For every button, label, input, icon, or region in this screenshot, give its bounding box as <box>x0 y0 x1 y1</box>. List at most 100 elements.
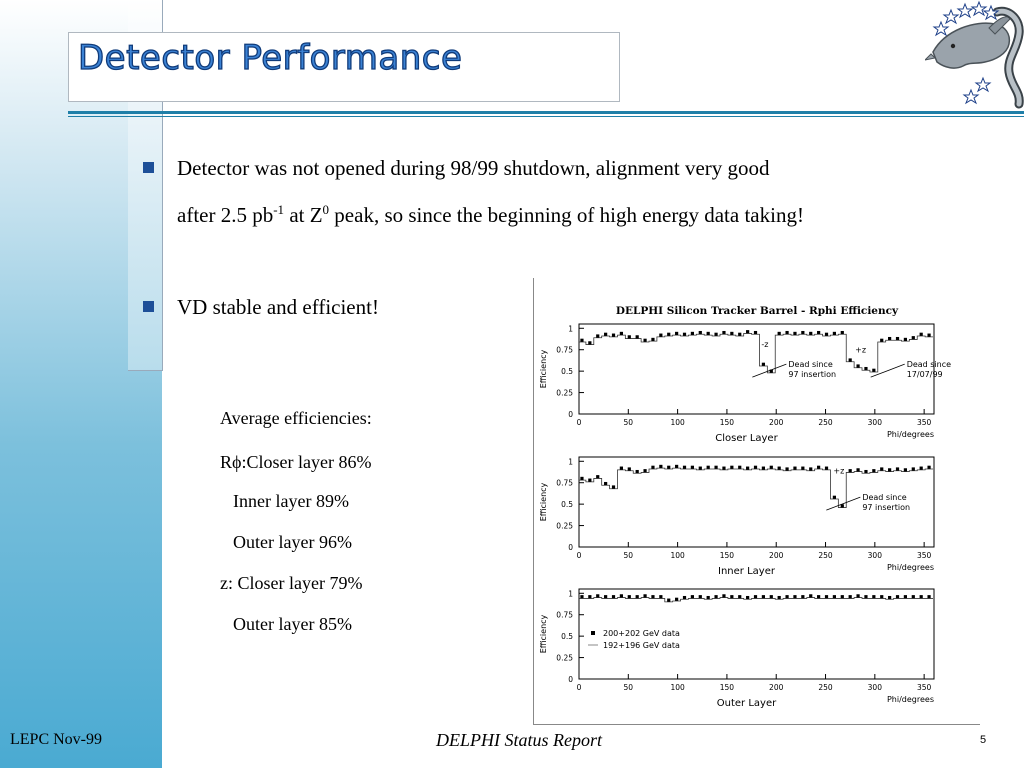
xtick-label: 0 <box>577 551 582 560</box>
x-axis-label: Phi/degrees <box>887 563 934 572</box>
data-point <box>738 595 742 599</box>
data-point <box>619 331 624 336</box>
data-point <box>604 332 608 336</box>
data-point <box>919 466 923 470</box>
data-point <box>911 467 915 471</box>
data-point <box>667 332 671 336</box>
data-point <box>675 464 679 469</box>
title-box <box>68 32 620 102</box>
data-point <box>588 595 592 599</box>
data-point <box>722 594 726 598</box>
data-point <box>832 495 837 499</box>
xtick-label: 350 <box>917 683 932 692</box>
data-point <box>903 337 908 342</box>
xtick-label: 250 <box>818 551 833 560</box>
data-point <box>801 330 805 335</box>
data-point <box>635 469 639 474</box>
bullet-marker-2 <box>143 301 154 312</box>
rphi-closer-value: :Closer layer 86% <box>241 452 372 472</box>
data-point <box>872 368 876 372</box>
ytick-label: 0.25 <box>556 389 573 398</box>
data-point <box>619 466 624 470</box>
data-point <box>659 333 663 337</box>
data-point <box>832 595 837 599</box>
data-point <box>746 330 750 334</box>
legend-marker-0 <box>591 631 595 635</box>
legend-entry-0: 200+202 GeV data <box>603 629 680 638</box>
annotation-text: Dead since <box>788 360 832 369</box>
page-number: 5 <box>980 734 987 746</box>
efficiency-step-line <box>579 333 934 374</box>
efficiency-z-outer: Outer layer 85% <box>233 614 352 634</box>
ytick-label: 0 <box>568 410 573 419</box>
ytick-label: 1 <box>568 589 573 598</box>
xtick-label: 100 <box>670 418 685 427</box>
data-point <box>848 358 852 362</box>
data-point <box>611 333 616 337</box>
bullet-1-sup-1: -1 <box>273 202 285 217</box>
data-point <box>698 330 702 335</box>
data-point <box>682 465 687 469</box>
data-point <box>927 465 931 469</box>
data-point <box>848 469 852 473</box>
data-point <box>856 594 860 598</box>
data-point <box>895 336 900 341</box>
efficiency-step-line <box>579 597 934 603</box>
data-point <box>580 338 584 342</box>
data-point <box>659 595 663 599</box>
ytick-label: 1 <box>568 324 573 333</box>
data-point <box>580 476 584 481</box>
data-point <box>903 595 908 599</box>
data-point <box>864 469 868 474</box>
data-point <box>635 335 639 339</box>
bullet-text-2: VD stable and efficient! <box>177 295 379 319</box>
data-point <box>793 466 797 470</box>
xtick-label: 50 <box>624 683 634 692</box>
data-point <box>596 475 600 479</box>
xtick-label: 150 <box>720 418 735 427</box>
data-point <box>848 595 852 599</box>
data-point <box>753 330 758 335</box>
data-point <box>785 595 789 599</box>
xtick-label: 50 <box>624 418 634 427</box>
bullet-text-1: Detector was not opened during 98/99 shu… <box>177 148 977 236</box>
data-point <box>730 465 734 469</box>
data-point <box>635 595 639 599</box>
title-rule <box>68 111 1024 114</box>
data-point <box>919 595 923 599</box>
data-point <box>817 595 821 599</box>
data-point <box>895 467 900 471</box>
data-point <box>643 594 647 598</box>
data-point <box>856 364 860 368</box>
data-point <box>809 331 813 336</box>
data-point <box>769 595 773 599</box>
data-point <box>627 467 631 471</box>
bullet-1-text-c: peak, so since the beginning of high ene… <box>329 203 804 227</box>
annotation-arrow <box>826 496 861 511</box>
data-point <box>856 468 860 472</box>
data-point <box>596 334 600 338</box>
data-point <box>714 465 718 469</box>
data-point <box>895 595 900 599</box>
annotation-text: 97 insertion <box>862 503 910 512</box>
efficiency-step-line <box>579 467 934 508</box>
bullet-1-sup-2: 0 <box>322 202 330 217</box>
efficiency-rphi-closer: Rϕ:Closer layer 86% <box>220 452 371 473</box>
data-point <box>675 597 679 601</box>
xtick-label: 100 <box>670 683 685 692</box>
data-point <box>643 338 647 342</box>
rphi-prefix: R <box>220 452 233 472</box>
efficiency-chart: DELPHI Silicon Tracker Barrel - Rphi Eff… <box>539 305 951 709</box>
data-point <box>619 594 624 598</box>
data-point <box>824 466 829 470</box>
data-point <box>864 366 868 371</box>
data-point <box>682 595 687 600</box>
chart-title: DELPHI Silicon Tracker Barrel - Rphi Eff… <box>616 305 899 317</box>
data-point <box>651 595 655 599</box>
ytick-label: 0 <box>568 675 573 684</box>
efficiency-heading: Average efficiencies: <box>220 408 372 428</box>
data-point <box>761 595 766 599</box>
ytick-label: 0.25 <box>556 522 573 531</box>
marker-label: +z <box>855 345 866 354</box>
data-point <box>777 331 781 336</box>
